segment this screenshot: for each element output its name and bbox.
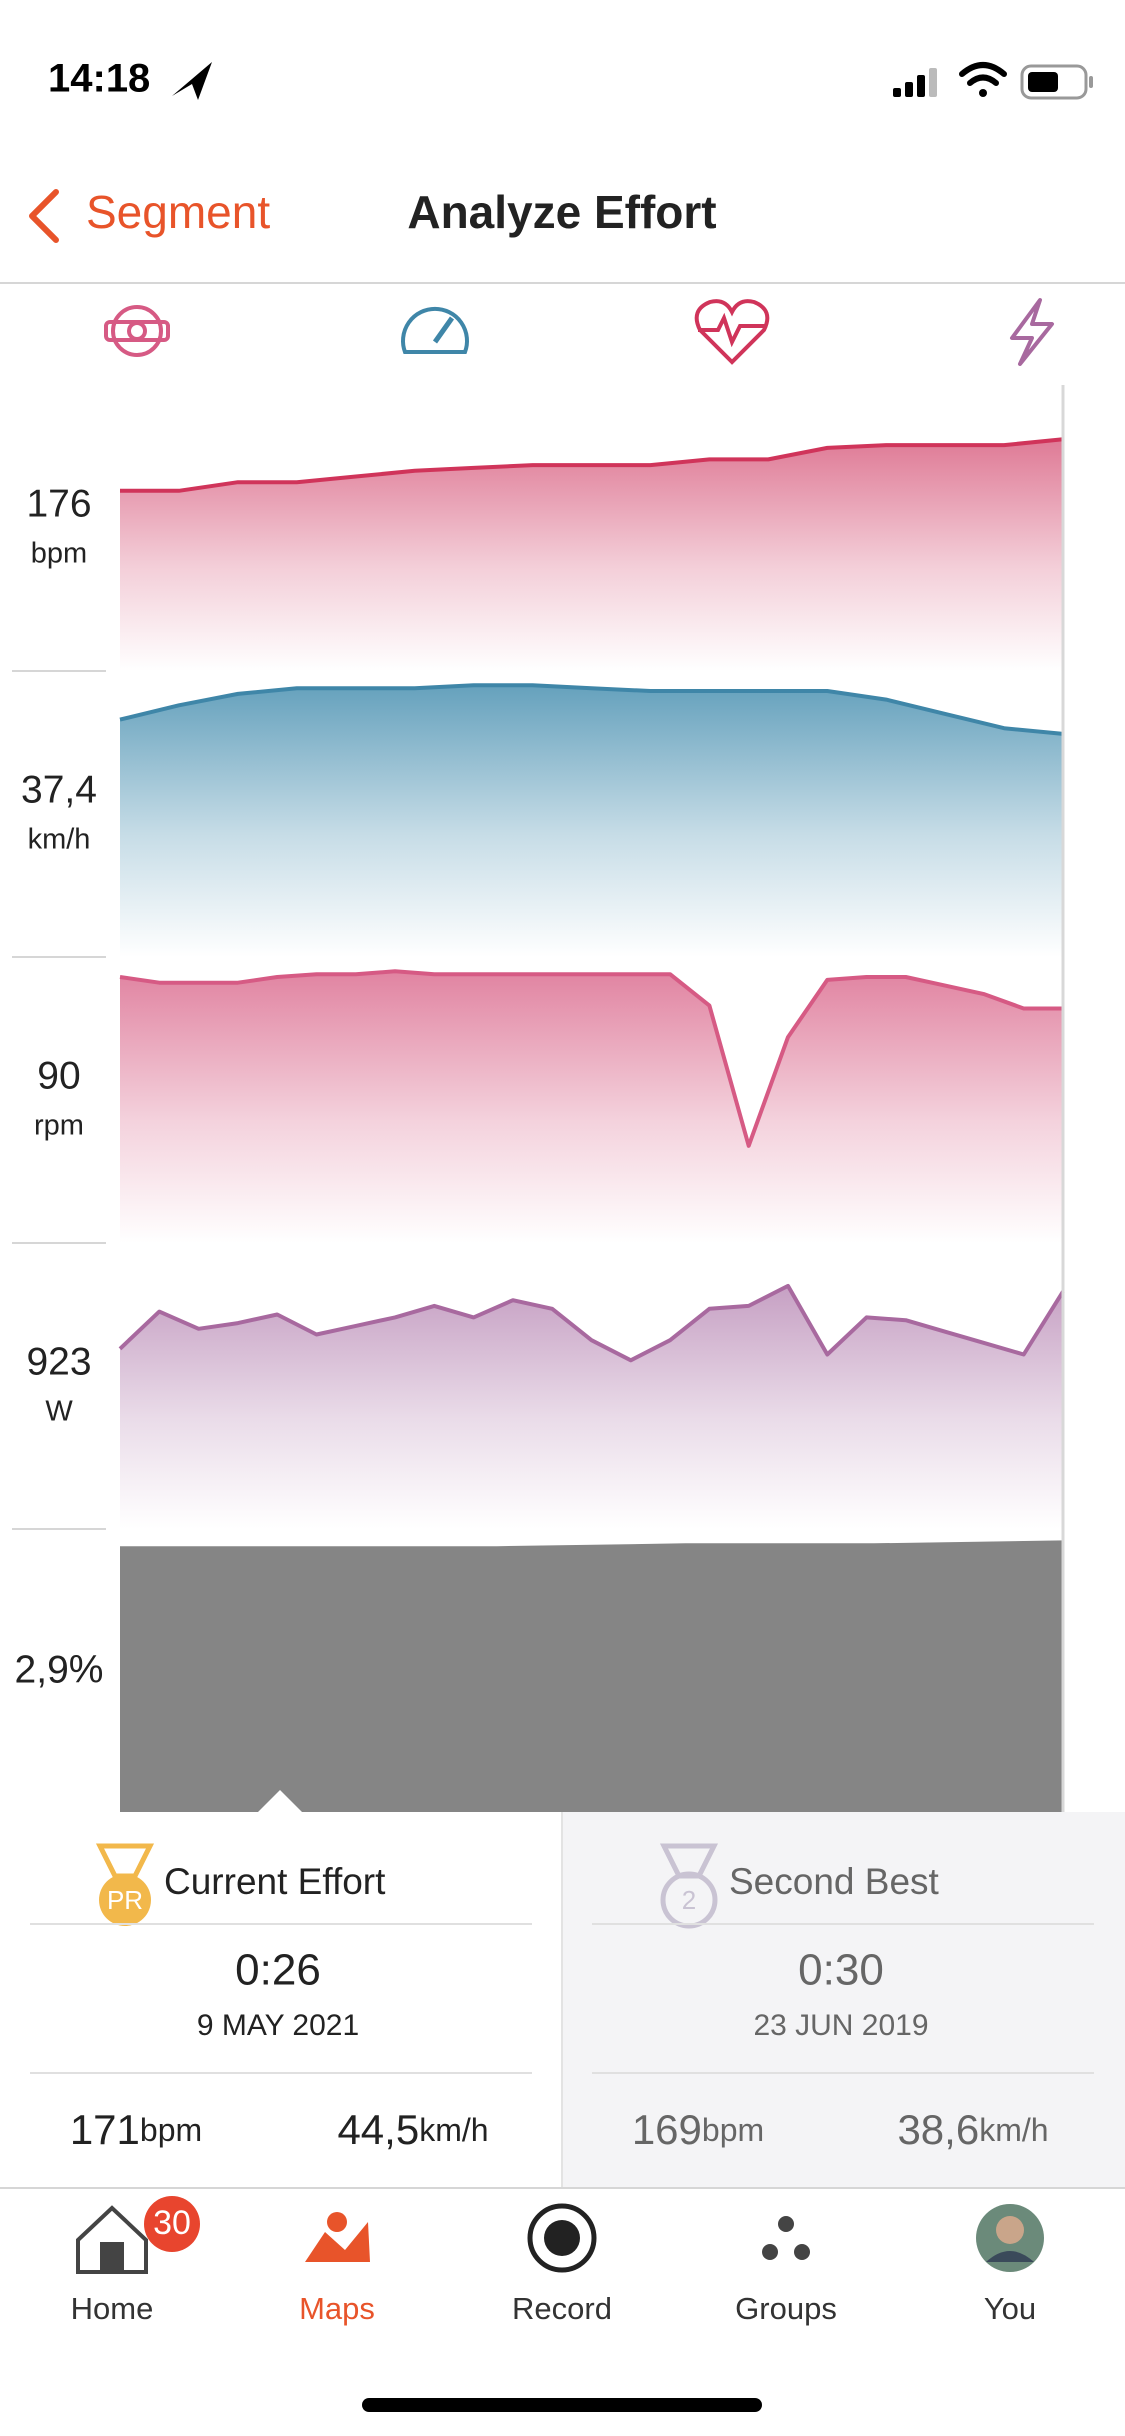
battery-icon: [1020, 64, 1093, 100]
metric-unit: bpm: [31, 538, 87, 570]
metric-value: 923: [26, 1340, 91, 1383]
speed-value: 38,6: [897, 2106, 979, 2153]
metric-value: 2,9%: [15, 1648, 104, 1691]
status-time: 14:18: [48, 57, 150, 101]
cadence-icon[interactable]: [104, 305, 170, 357]
hr-value: 171: [70, 2106, 140, 2153]
tab-label[interactable]: Home: [71, 2291, 154, 2326]
notification-badge: 30: [153, 2204, 191, 2242]
second-badge: 2: [682, 1885, 696, 1915]
charts: 176 bpm 37,4 km/h 90 rpm 923 W 2,9%: [12, 437, 1065, 1812]
selected-pointer: [0, 1790, 302, 1812]
back-chevron[interactable]: [29, 189, 59, 243]
pr-badge: PR: [107, 1885, 143, 1915]
home-indicator: [362, 2398, 762, 2412]
pr-medal: PR: [95, 1843, 155, 1926]
area-line: [120, 437, 1064, 493]
second-panel[interactable]: [562, 1812, 1125, 2188]
speed-icon[interactable]: [401, 306, 469, 354]
hr-unit: bpm: [702, 2112, 764, 2148]
nav-title: Analyze Effort: [407, 186, 716, 238]
heart-icon[interactable]: [694, 299, 770, 365]
area-line: [118, 1283, 1065, 1363]
home-icon[interactable]: [76, 2205, 148, 2274]
maps-icon[interactable]: [305, 2212, 370, 2262]
metric-unit: km/h: [28, 824, 91, 856]
metric-unit: W: [45, 1396, 73, 1428]
current-hr: 171bpm: [70, 2106, 202, 2153]
badge-bg: [144, 2196, 200, 2252]
second-title: Second Best: [729, 1861, 940, 1902]
metric-unit: rpm: [34, 1110, 84, 1142]
current-date: 9 MAY 2021: [197, 2009, 359, 2042]
area-fill: [120, 685, 1063, 957]
location-icon: [172, 62, 212, 100]
tab-label[interactable]: Groups: [735, 2291, 837, 2326]
groups-icon[interactable]: [762, 2216, 810, 2260]
tab-label[interactable]: Maps: [299, 2291, 375, 2326]
area-fill: [120, 439, 1063, 671]
tab-label[interactable]: Record: [512, 2291, 612, 2326]
hr-unit: bpm: [140, 2112, 202, 2148]
profile-avatar[interactable]: [976, 2204, 1044, 2272]
power-icon[interactable]: [1010, 298, 1054, 366]
hr-value: 169: [632, 2106, 702, 2153]
second-hr: 169bpm: [632, 2106, 764, 2153]
speed-value: 44,5: [337, 2106, 419, 2153]
record-icon[interactable]: [527, 2203, 597, 2273]
second-date: 23 JUN 2019: [753, 2009, 928, 2042]
tab-labels: Home Maps Record Groups You: [71, 2291, 1037, 2326]
area-fill: [120, 1285, 1063, 1529]
area-line: [119, 969, 1063, 1148]
current-title: Current Effort: [164, 1861, 386, 1902]
second-speed: 38,6km/h: [897, 2106, 1048, 2153]
current-time: 0:26: [235, 1946, 321, 1995]
metric-value: 37,4: [21, 768, 97, 811]
back-button[interactable]: Segment: [86, 186, 270, 238]
wifi-icon: [959, 62, 1007, 97]
area-line: [119, 683, 1064, 736]
second-medal: 2: [659, 1843, 719, 1929]
speed-unit: km/h: [979, 2112, 1048, 2148]
area-fill: [120, 1540, 1063, 1812]
metric-value: 90: [37, 1054, 80, 1097]
speed-unit: km/h: [419, 2112, 488, 2148]
metric-value: 176: [26, 482, 91, 525]
area-fill: [120, 971, 1063, 1243]
signal-icon: [893, 68, 937, 97]
tab-label[interactable]: You: [984, 2291, 1036, 2326]
second-time: 0:30: [798, 1946, 884, 1995]
current-speed: 44,5km/h: [337, 2106, 488, 2153]
